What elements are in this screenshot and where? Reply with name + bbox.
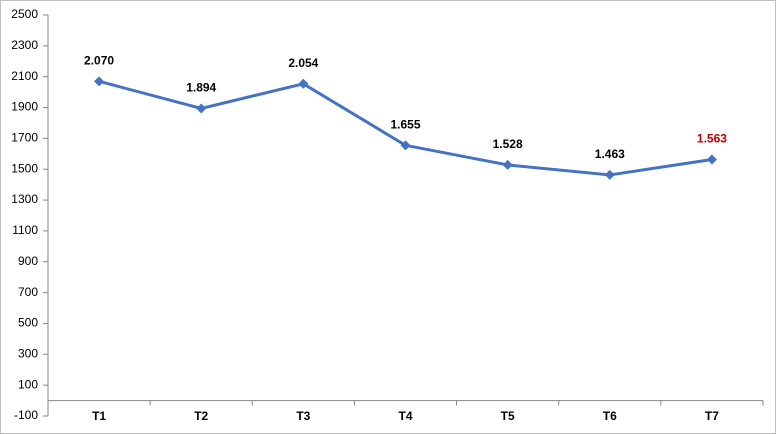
y-tick-label: 700 (18, 285, 38, 299)
y-tick-label: 300 (18, 346, 38, 360)
data-label: 1.655 (390, 117, 420, 131)
y-tick-label: 1500 (11, 161, 38, 175)
data-label: 1.463 (595, 147, 625, 161)
marker (298, 78, 309, 89)
x-tick-label: T5 (501, 409, 515, 423)
x-tick-label: T2 (194, 409, 208, 423)
data-label: 1.894 (186, 81, 216, 95)
data-label: 1.563 (697, 132, 727, 146)
y-tick-label: 2500 (11, 7, 38, 21)
y-tick-label: 100 (18, 377, 38, 391)
y-tick-label: 1700 (11, 131, 38, 145)
y-tick-label: 1300 (11, 192, 38, 206)
marker (502, 159, 513, 170)
marker (94, 76, 105, 87)
y-tick-label: 2300 (11, 38, 38, 52)
marker (706, 154, 717, 165)
marker (196, 103, 207, 114)
y-tick-label: 2100 (11, 69, 38, 83)
x-tick-label: T6 (603, 409, 617, 423)
data-label: 1.528 (493, 137, 523, 151)
y-tick-label: -100 (14, 408, 38, 422)
data-label: 2.070 (84, 53, 114, 67)
y-tick-label: 900 (18, 254, 38, 268)
x-tick-label: T4 (398, 409, 412, 423)
marker (400, 140, 411, 151)
x-tick-label: T7 (705, 409, 719, 423)
x-tick-label: T1 (92, 409, 106, 423)
data-label: 2.054 (288, 56, 318, 70)
marker (604, 169, 615, 180)
y-tick-label: 1900 (11, 100, 38, 114)
y-tick-label: 500 (18, 316, 38, 330)
y-tick-label: 1100 (12, 223, 38, 237)
x-tick-label: T3 (296, 409, 310, 423)
